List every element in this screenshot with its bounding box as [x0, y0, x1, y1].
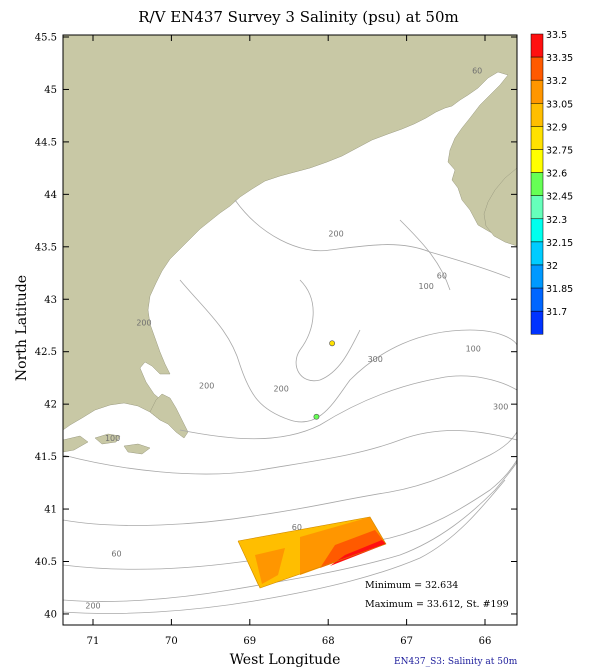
land-mainland [63, 35, 517, 431]
depth-label: 60 [472, 67, 482, 76]
colorbar-label: 32.3 [546, 215, 567, 226]
colorbar-label: 32.75 [546, 146, 573, 157]
colorbar-swatch [530, 56, 544, 81]
depth-label: 100 [419, 282, 434, 291]
y-tick-label: 43.5 [35, 242, 57, 253]
y-tick-label: 40 [44, 609, 57, 620]
y-tick-label: 42.5 [35, 347, 57, 358]
colorbar-swatch [530, 79, 544, 104]
colorbar-swatch [530, 33, 544, 58]
station-marker [313, 413, 320, 420]
maximum-label: Maximum = 33.612, St. #199 [365, 599, 509, 610]
depth-label: 100 [105, 434, 120, 443]
x-tick-label: 67 [400, 636, 413, 647]
colorbar-swatch [530, 310, 544, 335]
colorbar-label: 31.7 [546, 307, 567, 318]
depth-label: 300 [368, 355, 383, 364]
axis-ticks: 71 70 69 68 67 66 45.5 45 44.5 44 43.5 43 42.5 42 41.5… [35, 33, 517, 647]
land-nova-scotia [483, 167, 517, 247]
colorbar-label: 32.9 [546, 122, 567, 133]
depth-label: 200 [328, 229, 343, 238]
colorbar-label: 32.15 [546, 238, 573, 249]
colorbar: 33.5 33.35 33.2 33.05 32.9 32.75 32.6 32.45 32.3… [530, 30, 573, 335]
footer-caption: EN437_S3: Salinity at 50m [394, 657, 518, 667]
x-tick-label: 69 [243, 636, 256, 647]
depth-label: 200 [85, 602, 100, 611]
y-tick-label: 41 [44, 505, 57, 516]
x-tick-label: 68 [322, 636, 335, 647]
colorbar-swatch [530, 126, 544, 150]
depth-label: 300 [493, 402, 508, 411]
chart-title: R/V EN437 Survey 3 Salinity (psu) at 50m [138, 8, 459, 26]
depth-label: 60 [292, 523, 302, 532]
y-tick-label: 44.5 [35, 137, 57, 148]
colorbar-label: 33.2 [546, 76, 567, 87]
colorbar-swatch [530, 241, 544, 266]
x-tick-label: 66 [479, 636, 492, 647]
y-tick-label: 45.5 [35, 33, 57, 44]
x-tick-label: 70 [165, 636, 178, 647]
salinity-survey-patch [237, 516, 387, 589]
depth-label: 60 [437, 271, 447, 280]
colorbar-label: 33.05 [546, 99, 573, 110]
colorbar-swatch [530, 264, 544, 289]
y-tick-label: 42 [44, 400, 57, 411]
depth-label: 60 [111, 549, 121, 558]
depth-label: 100 [466, 345, 481, 354]
land-islands [63, 433, 151, 455]
depth-contours [63, 199, 517, 614]
colorbar-label: 32.6 [546, 169, 567, 180]
colorbar-swatch [530, 287, 544, 312]
land-cape-cod [149, 393, 189, 439]
colorbar-swatch [530, 218, 544, 243]
y-tick-label: 44 [44, 190, 57, 201]
station-marker [329, 340, 336, 347]
plot-frame [62, 34, 518, 626]
colorbar-label: 31.85 [546, 284, 573, 295]
y-tick-label: 43 [44, 295, 57, 306]
depth-label: 200 [136, 318, 151, 327]
colorbar-label: 33.35 [546, 53, 573, 64]
colorbar-label: 33.5 [546, 30, 567, 41]
y-tick-label: 40.5 [35, 557, 57, 568]
colorbar-swatch [530, 149, 544, 173]
station-markers [313, 340, 336, 420]
x-axis-label: West Longitude [229, 652, 341, 668]
y-tick-label: 41.5 [35, 452, 57, 463]
minimum-label: Minimum = 32.634 [365, 580, 459, 591]
x-tick-label: 71 [87, 636, 100, 647]
colorbar-label: 32 [546, 261, 558, 272]
colorbar-swatch [530, 195, 544, 220]
depth-label: 200 [274, 385, 289, 394]
colorbar-swatch [530, 172, 544, 196]
y-axis-label: North Latitude [14, 274, 30, 382]
colorbar-swatch [530, 103, 544, 127]
y-tick-label: 45 [44, 85, 57, 96]
depth-label: 200 [199, 381, 214, 390]
colorbar-label: 32.45 [546, 192, 573, 203]
